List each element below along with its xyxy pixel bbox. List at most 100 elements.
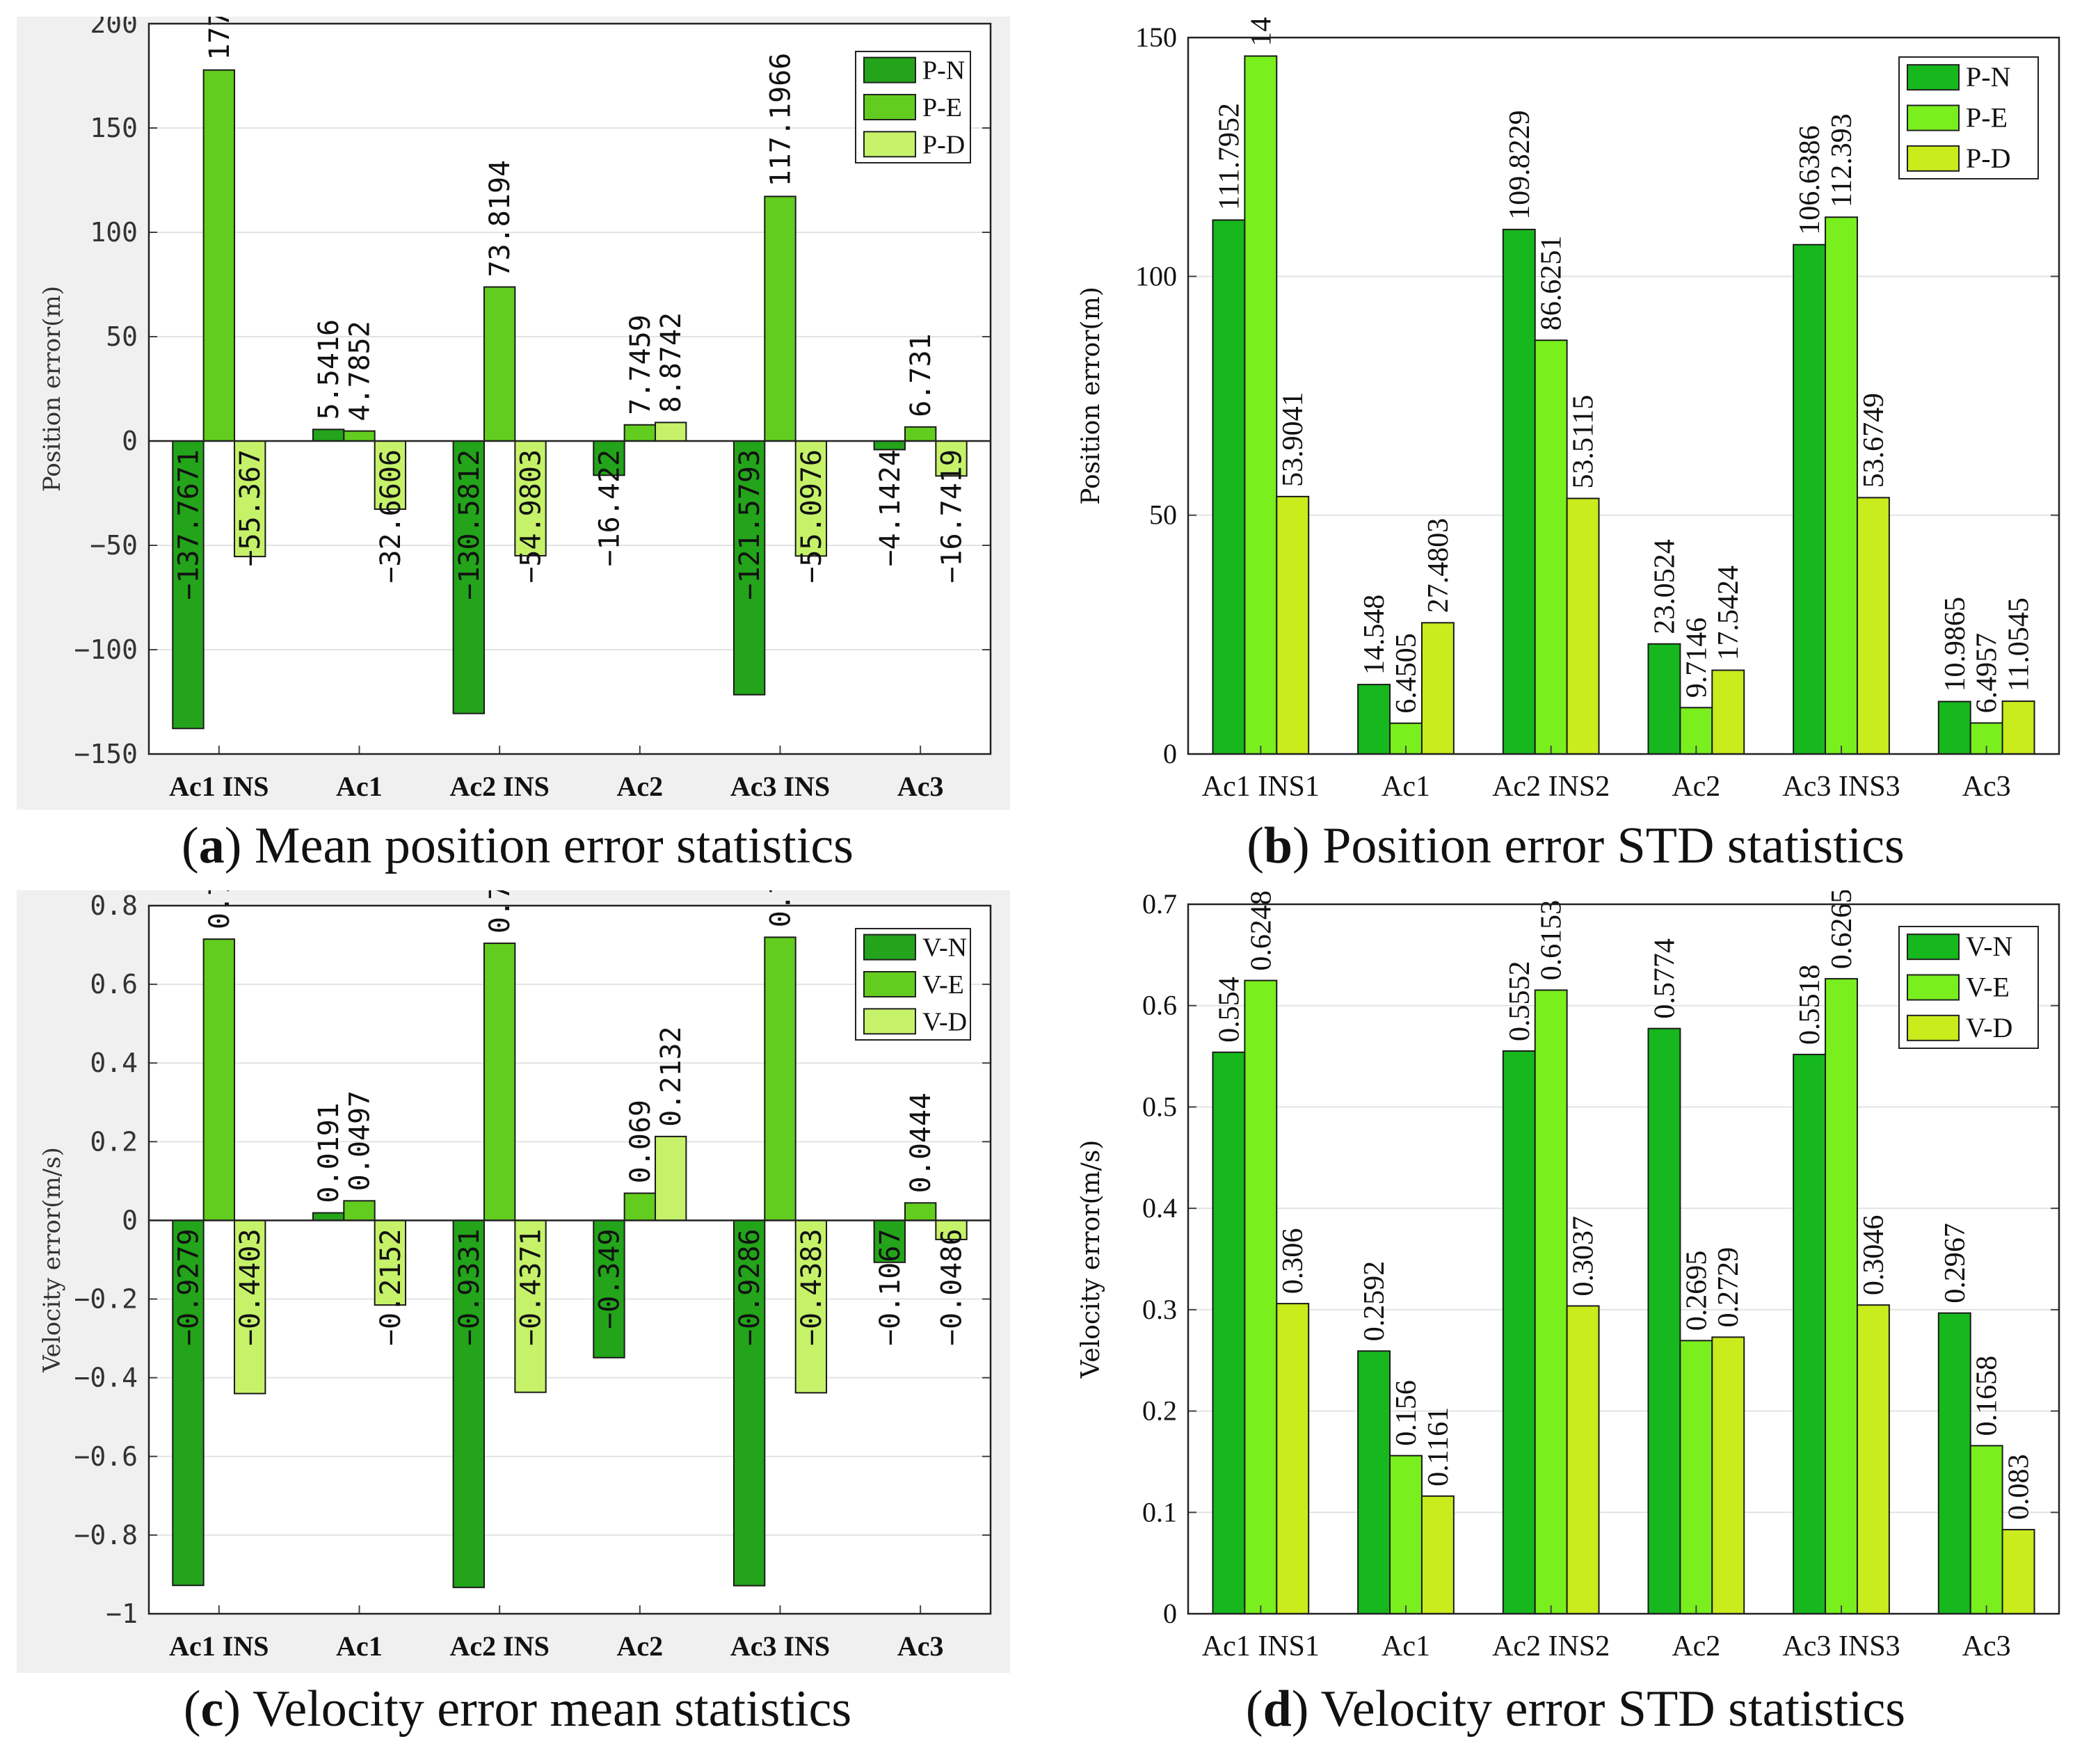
y-tick-label: −0.6 <box>74 1441 138 1472</box>
data-label: −130.5812 <box>454 449 486 600</box>
data-label: −0.1067 <box>874 1228 906 1346</box>
legend-swatch <box>1907 974 1960 1001</box>
y-tick-label: −0.8 <box>74 1520 138 1550</box>
data-label: 0.1658 <box>1971 1356 2003 1436</box>
axes-frame <box>1187 36 2060 755</box>
y-tick-label: 100 <box>90 217 138 248</box>
panel-mean-velocity: −1 −0.8 −0.6 −0.4 −0.2 0 0.2 0.4 0.6 0.8 Velocity … <box>17 890 1018 1760</box>
data-label: −16.7419 <box>936 449 968 584</box>
data-label: 4.7852 <box>344 321 376 422</box>
bar-p-d <box>935 440 968 477</box>
bar-v-d <box>1420 1495 1455 1615</box>
panel-position-std: 0 50 100 150 Position error(m) 111.7952 146.13… <box>1071 17 2080 900</box>
axes-frame <box>147 904 992 1615</box>
data-label: 8.8742 <box>655 312 687 413</box>
axes-frame <box>1187 903 2060 1615</box>
x-tick-label: Ac1 INS <box>169 771 269 802</box>
bar-p-n <box>1937 700 1971 755</box>
y-tick-label: 0 <box>1163 738 1177 769</box>
x-tick-label: Ac1 <box>336 771 383 802</box>
y-tick-label: 0.2 <box>1142 1395 1177 1427</box>
x-tick-label: Ac3 INS3 <box>1782 1630 1900 1662</box>
caption-b: (b) Position error STD statistics <box>1247 817 1905 874</box>
data-label: 17.5424 <box>1713 566 1745 661</box>
data-label: 0.083 <box>2003 1454 2035 1521</box>
data-label: 0.3046 <box>1858 1215 1890 1296</box>
data-label: 146.1312 <box>1245 17 1277 47</box>
bar-v-d <box>794 1219 828 1394</box>
data-label: 0.2592 <box>1359 1261 1391 1342</box>
caption-text: Mean position error statistics <box>254 817 854 874</box>
bar-v-n <box>1937 1312 1971 1614</box>
y-tick-label: −1 <box>106 1598 138 1629</box>
x-tick-label: Ac2 <box>617 1630 664 1662</box>
bar-v-e <box>1969 1445 2003 1614</box>
x-tick-label: Ac2 INS2 <box>1492 1630 1610 1662</box>
legend-label: P-D <box>922 130 965 159</box>
bar-p-n <box>593 440 625 476</box>
data-label: 6.4505 <box>1391 633 1423 714</box>
data-label: 6.731 <box>905 333 937 417</box>
bar-p-d <box>1566 497 1600 755</box>
legend-swatch <box>1907 64 1960 91</box>
x-tick-label: Ac3 INS3 <box>1782 771 1900 803</box>
y-tick-label: −0.2 <box>74 1284 138 1315</box>
legend-label: V-E <box>922 970 964 1000</box>
bar-v-e <box>1534 989 1568 1615</box>
data-label: −0.9279 <box>173 1228 205 1346</box>
caption-letter: b <box>1263 817 1293 874</box>
bar-v-e <box>1389 1454 1423 1615</box>
legend-swatch <box>863 94 916 120</box>
legend-swatch <box>1907 104 1960 131</box>
x-tick-label: Ac3 <box>1962 1630 2011 1662</box>
bar-p-e <box>1244 55 1278 755</box>
y-tick-label: 0.5 <box>1142 1091 1177 1122</box>
y-tick-label: 50 <box>106 321 138 352</box>
data-label: 0.7197 <box>765 890 797 927</box>
data-label: −0.9286 <box>734 1228 766 1346</box>
data-label: 111.7952 <box>1213 103 1245 210</box>
x-tick-label: Ac3 <box>897 1630 944 1662</box>
bar-v-d <box>1856 1304 1890 1614</box>
data-label: 0.306 <box>1277 1228 1309 1294</box>
bar-v-d <box>2001 1529 2035 1614</box>
bar-p-e <box>483 286 516 442</box>
bar-p-d <box>374 440 407 510</box>
y-axis-label: Position error(m) <box>38 286 66 492</box>
bar-p-d <box>1276 495 1310 755</box>
data-label: 53.5115 <box>1568 395 1600 489</box>
data-label: −0.4403 <box>234 1228 266 1346</box>
data-label: 6.4957 <box>1971 633 2003 714</box>
legend-label: P-E <box>922 93 962 122</box>
y-tick-label: 0.7 <box>1142 890 1177 920</box>
legend-swatch <box>1907 1014 1960 1041</box>
y-tick-label: −100 <box>74 634 138 665</box>
caption-letter: d <box>1263 1681 1292 1738</box>
x-tick-label: Ac2 INS2 <box>1492 771 1610 803</box>
legend-swatch <box>863 933 916 961</box>
legend-swatch <box>863 56 916 83</box>
y-tick-label: 0.4 <box>1142 1192 1177 1224</box>
legend-swatch <box>863 131 916 158</box>
bar-v-d <box>1711 1336 1745 1614</box>
data-label: 0.2729 <box>1713 1247 1745 1328</box>
legend-label: V-D <box>1966 1012 2012 1043</box>
data-label: 0.2132 <box>655 1026 687 1127</box>
y-tick-label: 150 <box>1135 22 1177 53</box>
legend-label: P-N <box>922 56 965 86</box>
data-label: 14.548 <box>1359 595 1391 675</box>
bar-v-n <box>312 1212 345 1221</box>
bar-p-n <box>873 440 906 451</box>
x-tick-label: Ac2 <box>1672 1630 1720 1662</box>
bar-p-e <box>764 195 796 442</box>
caption-letter: a <box>198 817 225 874</box>
data-label: 53.9041 <box>1277 392 1309 487</box>
data-label: 0.5774 <box>1649 938 1681 1019</box>
bar-p-d <box>655 422 687 442</box>
data-label: 53.6749 <box>1858 393 1890 488</box>
data-label: −55.0976 <box>796 449 828 584</box>
bar-v-n <box>1212 1051 1246 1614</box>
bar-p-n <box>1357 684 1391 755</box>
data-label: 0.6265 <box>1826 890 1858 969</box>
bar-p-n <box>1793 243 1827 755</box>
